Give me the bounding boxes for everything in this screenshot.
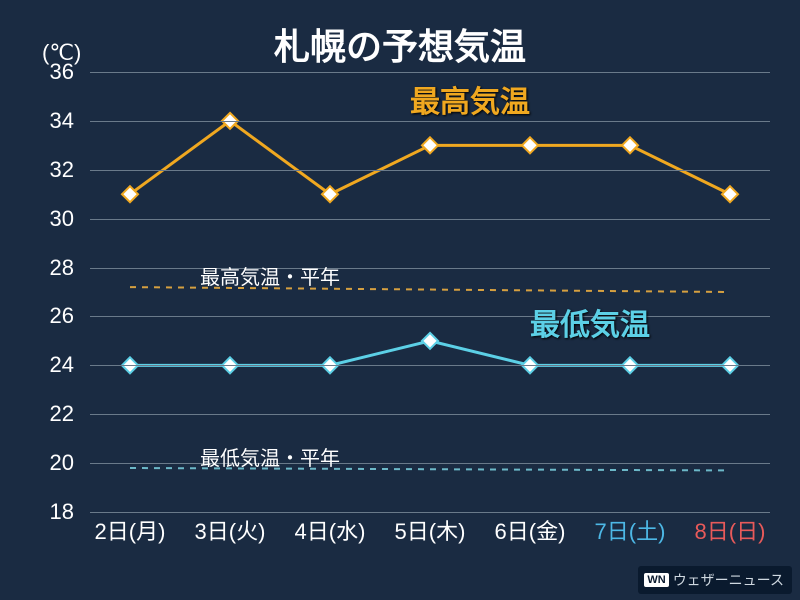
y-tick-label: 32 bbox=[26, 157, 74, 183]
x-tick-label: 3日(火) bbox=[195, 514, 266, 546]
avg-high-label: 最高気温・平年 bbox=[200, 261, 340, 290]
gridline bbox=[90, 170, 770, 171]
chart-lines-svg bbox=[90, 72, 770, 512]
x-tick-label: 8日(日) bbox=[695, 514, 766, 546]
gridline bbox=[90, 219, 770, 220]
x-tick-label: 7日(土) bbox=[595, 514, 666, 546]
y-tick-label: 28 bbox=[26, 255, 74, 281]
watermark-text: ウェザーニュース bbox=[673, 570, 784, 590]
gridline bbox=[90, 365, 770, 366]
y-tick-label: 20 bbox=[26, 450, 74, 476]
gridline bbox=[90, 121, 770, 122]
gridline bbox=[90, 316, 770, 317]
series-low-label: 最低気温 bbox=[530, 300, 650, 344]
chart-title: 札幌の予想気温 bbox=[274, 18, 526, 70]
gridline bbox=[90, 463, 770, 464]
watermark: WN ウェザーニュース bbox=[638, 566, 792, 594]
series-high-label: 最高気温 bbox=[410, 77, 530, 121]
y-tick-label: 22 bbox=[26, 401, 74, 427]
gridline bbox=[90, 512, 770, 513]
y-tick-label: 34 bbox=[26, 108, 74, 134]
x-tick-label: 4日(水) bbox=[295, 514, 366, 546]
y-tick-label: 30 bbox=[26, 206, 74, 232]
x-tick-label: 2日(月) bbox=[95, 514, 166, 546]
watermark-logo: WN bbox=[644, 573, 668, 587]
x-tick-label: 6日(金) bbox=[495, 514, 566, 546]
y-tick-label: 18 bbox=[26, 499, 74, 525]
gridline bbox=[90, 268, 770, 269]
y-tick-label: 36 bbox=[26, 59, 74, 85]
chart-plot-area: 182022242628303234362日(月)3日(火)4日(水)5日(木)… bbox=[90, 72, 770, 512]
y-tick-label: 24 bbox=[26, 352, 74, 378]
y-tick-label: 26 bbox=[26, 303, 74, 329]
gridline bbox=[90, 414, 770, 415]
x-tick-label: 5日(木) bbox=[395, 514, 466, 546]
gridline bbox=[90, 72, 770, 73]
avg-low-label: 最低気温・平年 bbox=[200, 442, 340, 471]
